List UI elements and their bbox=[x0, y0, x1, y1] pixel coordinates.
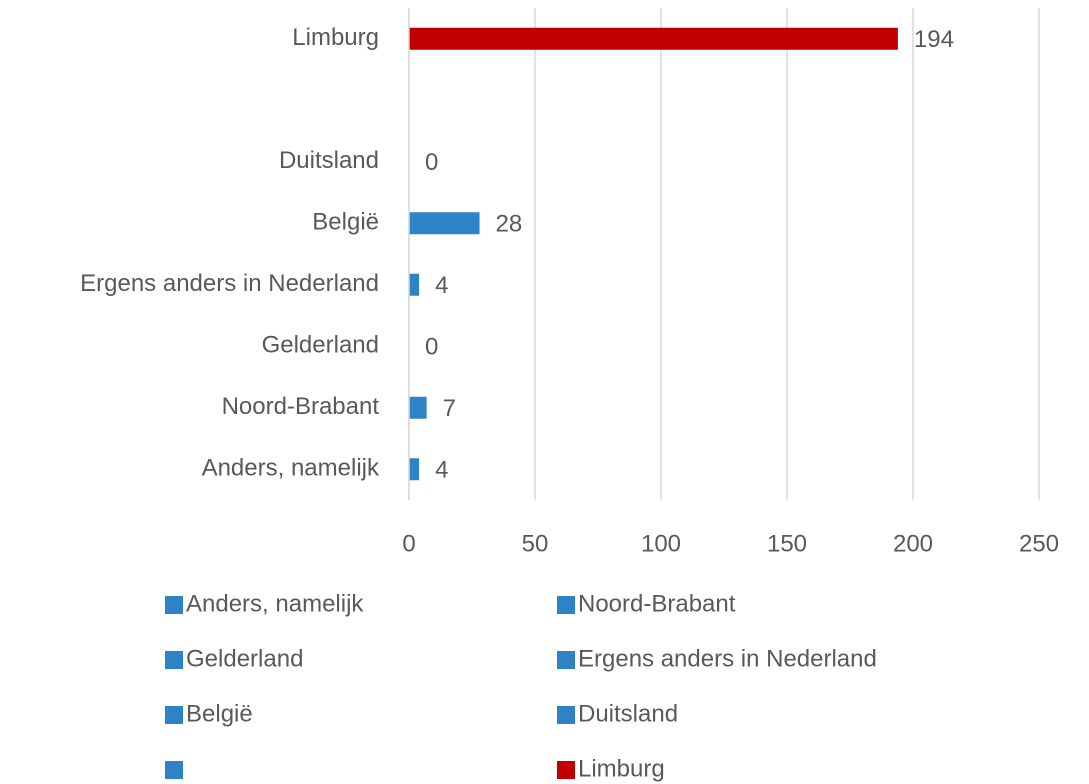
x-tick-label: 150 bbox=[767, 530, 807, 557]
y-tick-label: Gelderland bbox=[262, 332, 379, 359]
data-label: 4 bbox=[435, 272, 448, 299]
data-label: 194 bbox=[914, 26, 954, 53]
legend-swatch bbox=[165, 761, 183, 779]
legend-label: Gelderland bbox=[186, 645, 303, 672]
legend-swatch bbox=[165, 706, 183, 724]
bar bbox=[409, 27, 898, 50]
legend-swatch bbox=[557, 706, 575, 724]
legend-label: Anders, namelijk bbox=[186, 590, 364, 617]
y-tick-label: Ergens anders in Nederland bbox=[80, 270, 379, 297]
bar bbox=[409, 273, 420, 296]
y-tick-label: Noord-Brabant bbox=[222, 393, 380, 420]
data-label: 0 bbox=[425, 334, 438, 361]
x-tick-label: 50 bbox=[522, 530, 549, 557]
y-tick-label: België bbox=[312, 209, 379, 236]
y-tick-label: Limburg bbox=[292, 24, 379, 51]
bar bbox=[409, 458, 420, 481]
legend-swatch bbox=[557, 651, 575, 669]
data-label: 0 bbox=[425, 149, 438, 176]
bar bbox=[409, 396, 427, 419]
legend-swatch bbox=[557, 761, 575, 779]
legend-label: Ergens anders in Nederland bbox=[578, 645, 877, 672]
bar bbox=[409, 212, 480, 235]
legend-swatch bbox=[557, 596, 575, 614]
x-tick-label: 100 bbox=[641, 530, 681, 557]
x-tick-label: 200 bbox=[893, 530, 933, 557]
data-label: 28 bbox=[496, 211, 523, 238]
legend-label: Duitsland bbox=[578, 700, 678, 727]
legend-label: Noord-Brabant bbox=[578, 590, 736, 617]
legend-label: België bbox=[186, 700, 253, 727]
legend-swatch bbox=[165, 596, 183, 614]
x-tick-label: 250 bbox=[1019, 530, 1059, 557]
data-label: 4 bbox=[435, 457, 448, 484]
y-tick-label: Anders, namelijk bbox=[202, 455, 380, 482]
legend-label: Limburg bbox=[578, 755, 665, 782]
y-tick-label: Duitsland bbox=[279, 147, 379, 174]
legend-swatch bbox=[165, 651, 183, 669]
x-tick-label: 0 bbox=[402, 530, 415, 557]
data-label: 7 bbox=[443, 395, 456, 422]
